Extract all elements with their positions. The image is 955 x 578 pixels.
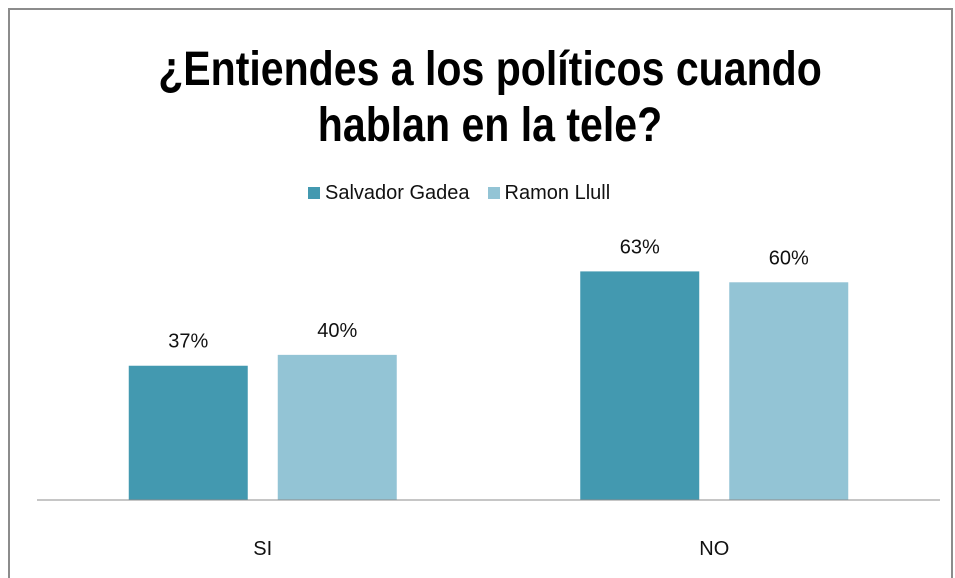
bar-salvador-gadea-si: [128, 365, 248, 500]
legend-label-series-2: Ramon Llull: [504, 181, 611, 204]
legend-swatch-series-2: [487, 187, 500, 199]
data-label-ramon-llull-no: 60%: [769, 247, 809, 269]
category-label-si: SI: [253, 538, 272, 560]
chart-title: ¿Entiendes a los políticos cuando hablan…: [158, 43, 822, 152]
category-label-no: NO: [699, 538, 729, 560]
data-label-salvador-gadea-si: 37%: [168, 331, 208, 353]
legend-item-series-1: Salvador Gadea: [308, 182, 470, 205]
bar-ramon-llull-no: [729, 282, 849, 500]
chart-legend: Salvador Gadea Ramon Llull: [308, 181, 628, 205]
data-label-salvador-gadea-no: 63%: [620, 236, 660, 258]
legend-item-series-2: Ramon Llull: [487, 181, 611, 205]
bar-ramon-llull-si: [277, 354, 397, 500]
legend-swatch-series-1: [308, 187, 320, 199]
legend-label-series-1: Salvador Gadea: [325, 181, 470, 204]
chart-frame: [8, 8, 953, 578]
data-label-ramon-llull-si: 40%: [317, 320, 357, 342]
bar-salvador-gadea-no: [580, 271, 700, 500]
